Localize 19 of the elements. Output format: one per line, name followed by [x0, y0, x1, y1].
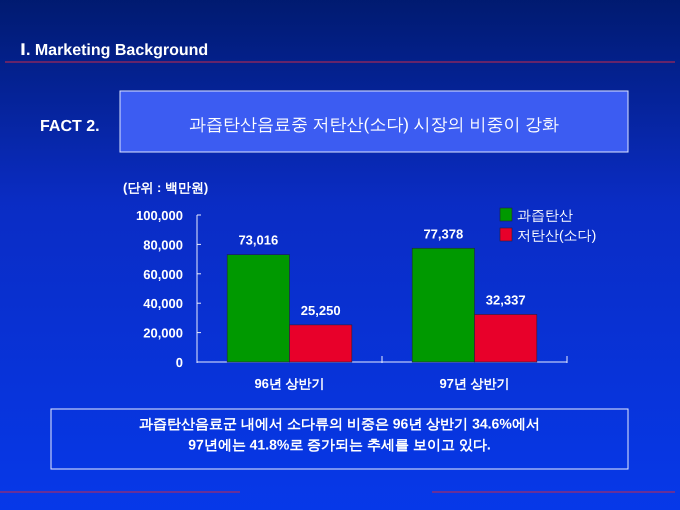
legend-label: 저탄산(소다) [517, 227, 596, 243]
legend-label: 과즙탄산 [517, 207, 573, 223]
data-label: 77,378 [423, 226, 464, 242]
text: 과즙탄산음료군 내에서 소다류의 비중은 96년 상반기 34.6%에서 97년에는 41.8%로 증가되는 추세를 보이고 있다. [139, 416, 540, 452]
y-tick-label: 80,000 [143, 237, 183, 252]
data-label: 32,337 [486, 292, 526, 308]
y-tick-label: 60,000 [143, 266, 183, 282]
y-axis-title: (단위 : 백만원) [123, 180, 208, 195]
y-tick-label: 0 [176, 355, 183, 370]
text: FACT 2. [40, 118, 100, 135]
y-tick-label: 20,000 [143, 326, 183, 341]
data-label: 25,250 [300, 302, 341, 318]
y-tick-label: 100,000 [136, 208, 183, 223]
x-tick-label: 97년 상반기 [439, 376, 510, 391]
y-tick-label: 40,000 [143, 296, 183, 312]
data-label: 73,016 [238, 232, 278, 248]
x-tick-label: 96년 상반기 [254, 376, 325, 391]
chart-title: 과즙탄산음료중 저탄산(소다) 시장의 비중이 강화 [188, 115, 560, 134]
text: Ⅰ. Marketing Background [20, 42, 208, 59]
